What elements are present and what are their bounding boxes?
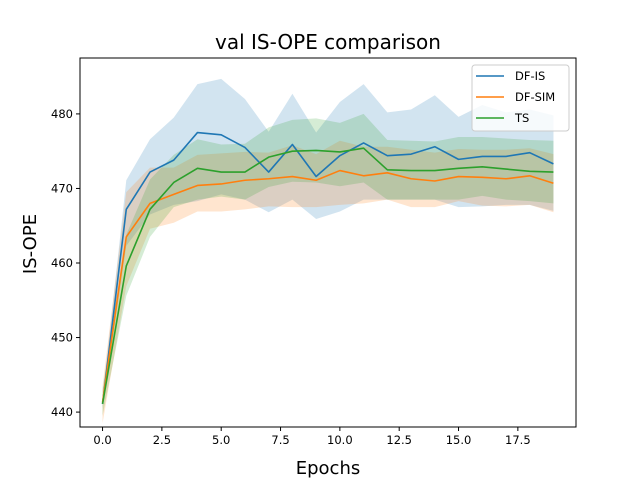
y-axis: 440 450 460 470 480 bbox=[51, 107, 80, 419]
band-df-sim bbox=[102, 140, 554, 424]
y-tick-label: 460 bbox=[51, 256, 73, 270]
y-tick-label: 450 bbox=[51, 331, 73, 345]
y-tick-label: 440 bbox=[51, 405, 73, 419]
legend: DF-IS DF-SIM TS bbox=[471, 64, 570, 132]
legend-label-ts: TS bbox=[514, 111, 529, 125]
x-tick-label: 15.0 bbox=[446, 433, 472, 447]
band-df-is bbox=[102, 78, 554, 409]
legend-label-df-is: DF-IS bbox=[515, 69, 545, 83]
x-axis: 0.0 2.5 5.0 7.5 10.0 12.5 15.0 17.5 bbox=[93, 427, 531, 447]
x-tick-label: 17.5 bbox=[505, 433, 531, 447]
x-axis-label: Epochs bbox=[296, 458, 361, 479]
x-tick-label: 0.0 bbox=[93, 433, 111, 447]
y-axis-label: IS-OPE bbox=[20, 214, 41, 274]
x-tick-label: 2.5 bbox=[153, 433, 171, 447]
plot-frame bbox=[79, 57, 577, 428]
band-ts bbox=[102, 113, 554, 416]
series-line-df-sim bbox=[101, 169, 554, 403]
series-line-ts bbox=[101, 147, 554, 405]
series-lines bbox=[101, 131, 554, 405]
x-tick-label: 10.0 bbox=[327, 433, 353, 447]
legend-label-df-sim: DF-SIM bbox=[515, 90, 555, 104]
x-tick-label: 5.0 bbox=[212, 433, 230, 447]
x-tick-label: 7.5 bbox=[271, 433, 289, 447]
y-tick-label: 470 bbox=[51, 181, 73, 195]
legend-box bbox=[471, 64, 570, 132]
confidence-bands bbox=[102, 78, 554, 424]
legend-items: DF-IS DF-SIM TS bbox=[476, 69, 555, 125]
x-tick-label: 12.5 bbox=[386, 433, 412, 447]
series-line-df-is bbox=[101, 131, 554, 404]
chart-title: val IS-OPE comparison bbox=[215, 30, 441, 54]
y-tick-label: 480 bbox=[51, 107, 73, 121]
plot-area bbox=[79, 57, 577, 428]
